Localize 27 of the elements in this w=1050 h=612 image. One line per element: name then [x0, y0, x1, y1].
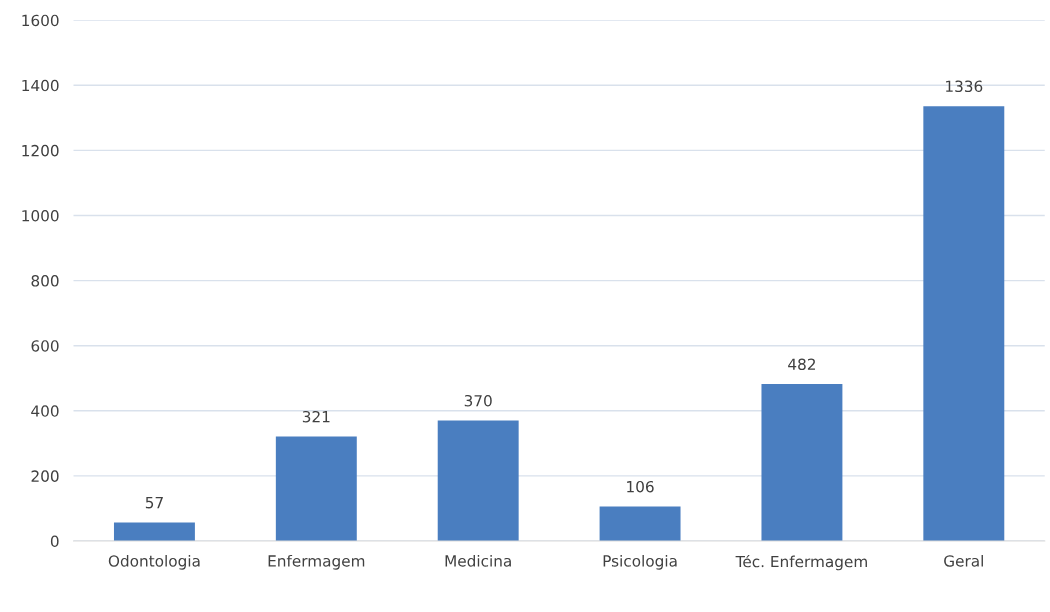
y-tick-label: 1600 [22, 14, 59, 27]
bar [113, 522, 195, 542]
data-label: 321 [302, 410, 330, 423]
x-tick-label: Odontologia [108, 554, 200, 570]
x-tick-label: Geral [944, 554, 983, 567]
data-label: 482 [788, 358, 815, 371]
y-tick-label: 1400 [22, 79, 59, 92]
data-label: 57 [145, 497, 163, 509]
y-tick-label: 200 [31, 470, 59, 482]
y-tick-label: 600 [31, 340, 59, 352]
data-label: 370 [464, 394, 492, 407]
bar [923, 106, 1005, 542]
x-tick-label: Medicina [445, 554, 511, 567]
bar [275, 436, 357, 542]
x-tick-label: Enfermagem [268, 554, 365, 570]
bar [761, 384, 843, 542]
y-tick-label: 0 [50, 535, 59, 548]
y-tick-label: 1200 [22, 144, 59, 157]
x-tick-label: Psicologia [603, 554, 677, 570]
y-tick-label: 1000 [22, 209, 59, 222]
data-label: 1336 [946, 80, 983, 93]
bar [599, 506, 681, 542]
x-tick-label: Téc. Enfermagem [735, 554, 867, 571]
data-label: 106 [627, 480, 654, 493]
y-tick-label: 800 [31, 275, 59, 287]
y-tick-label: 400 [31, 405, 59, 417]
bar [437, 420, 519, 542]
